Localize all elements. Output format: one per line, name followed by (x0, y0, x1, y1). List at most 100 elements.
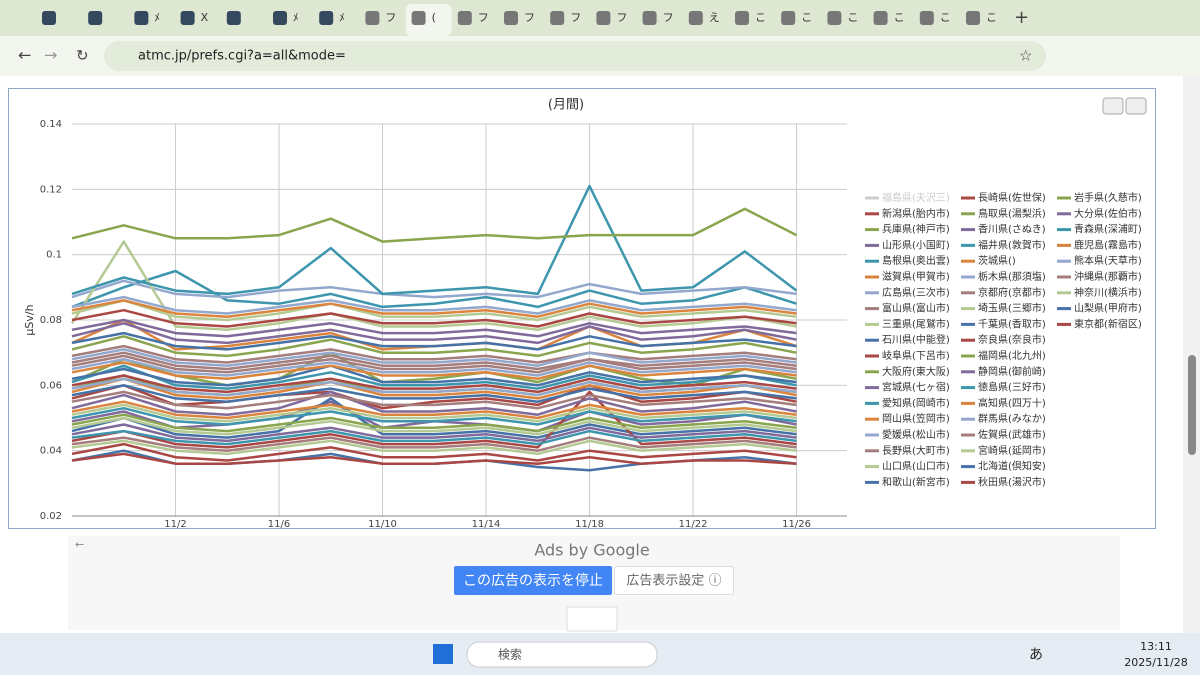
legend-label[interactable]: 鹿児島(霧島市) (1074, 238, 1142, 251)
tab-icon[interactable] (781, 11, 796, 25)
scroll-thumb[interactable] (1188, 355, 1196, 455)
legend-label[interactable]: 滋賀県(甲賀市) (882, 270, 950, 283)
legend-label[interactable]: 東京都(新宿区) (1074, 317, 1142, 330)
legend-label[interactable]: 岐阜県(下呂市) (882, 349, 950, 362)
tab-icon[interactable] (134, 11, 149, 25)
legend-label[interactable]: 富山県(富山市) (882, 302, 950, 315)
new-tab[interactable]: + (1014, 7, 1029, 28)
legend-label[interactable]: 青森県(深浦町) (1074, 223, 1142, 236)
download-button[interactable] (1125, 97, 1147, 115)
legend-label[interactable]: 福島県(夫沢三) (882, 191, 950, 204)
ad-settings-button[interactable] (614, 566, 734, 595)
legend-label[interactable]: 新潟県(胎内市) (882, 207, 950, 220)
legend-label[interactable]: 佐賀県(武雄市) (978, 428, 1046, 441)
search-box[interactable] (466, 641, 658, 668)
legend-label[interactable]: 静岡県(御前崎) (978, 365, 1046, 378)
legend-label[interactable]: 大分県(佐伯市) (1074, 207, 1142, 220)
tab-icon[interactable] (411, 11, 426, 25)
series-line (71, 436, 797, 452)
tab-icon[interactable] (273, 11, 287, 25)
legend-label[interactable]: 山口県(山口市) (882, 460, 950, 473)
legend-label[interactable]: 奈良県(奈良市) (978, 333, 1046, 346)
tab-title: ﾒ (339, 11, 345, 24)
tab-icon[interactable] (827, 11, 842, 25)
forward[interactable]: → (44, 46, 57, 65)
legend-label[interactable]: 沖縄県(那覇市) (1074, 270, 1142, 283)
back[interactable]: ← (18, 46, 31, 65)
tab-icon[interactable] (180, 11, 195, 25)
legend-label[interactable]: 宮城県(七ヶ宿) (882, 381, 950, 394)
legend-label[interactable]: 島根県(奥出雲) (882, 254, 950, 267)
legend-label[interactable]: 神奈川(横浜市) (1074, 286, 1142, 299)
legend-label[interactable]: 山梨県(甲府市) (1074, 302, 1142, 315)
tab-icon[interactable] (504, 11, 518, 25)
start-button[interactable] (433, 644, 453, 664)
stop-ad-button[interactable] (454, 566, 612, 595)
reload[interactable]: ↻ (76, 47, 89, 65)
print-button[interactable] (1102, 97, 1124, 115)
legend-label[interactable]: 栃木県(那須塩) (978, 270, 1046, 283)
legend-label[interactable]: 埼玉県(三郷市) (978, 302, 1046, 315)
legend-label[interactable]: 高知県(四万十) (978, 396, 1046, 409)
tab-icon[interactable] (873, 11, 888, 25)
x-tick-label: 11/10 (368, 519, 397, 530)
tab-icon[interactable] (550, 11, 565, 25)
legend-label[interactable]: 福岡県(北九州) (978, 349, 1046, 362)
tab-icon[interactable] (966, 11, 980, 25)
legend-label[interactable]: 岡山県(笠岡市) (882, 412, 950, 425)
ime[interactable]: あ (1029, 647, 1043, 663)
legend-label[interactable]: 愛媛県(松山市) (882, 428, 950, 441)
tab-icon[interactable] (226, 11, 241, 25)
tab-icon[interactable] (735, 11, 749, 25)
address-bar[interactable] (104, 41, 1046, 71)
legend-label[interactable]: 熊本県(天草市) (1074, 254, 1142, 267)
legend-label[interactable]: 和歌山(新宮市) (882, 475, 950, 488)
legend-label[interactable]: 石川県(中能登) (882, 333, 950, 346)
legend-label[interactable]: 広島県(三次市) (882, 286, 950, 299)
legend-label[interactable]: 千葉県(香取市) (978, 317, 1046, 330)
legend-label[interactable]: 茨城県() (978, 254, 1016, 267)
series-line (71, 390, 797, 410)
tab-title: こ (847, 11, 858, 24)
legend-label[interactable]: 長野県(大町市) (882, 444, 950, 457)
legend-label[interactable]: 三重県(尾鷲市) (882, 317, 950, 330)
tab-icon[interactable] (688, 11, 703, 25)
legend-label[interactable]: 福井県(敦賀市) (978, 238, 1046, 251)
tab-icon[interactable] (457, 11, 472, 25)
legend-label[interactable]: 愛知県(岡崎市) (882, 396, 950, 409)
legend-label[interactable]: 北海道(倶知安) (978, 460, 1046, 473)
series-line (71, 364, 797, 387)
tab-icon[interactable] (642, 11, 657, 25)
series-line (71, 269, 797, 309)
legend-label[interactable]: 大阪府(東大阪) (882, 365, 950, 378)
tab-icon[interactable] (919, 11, 934, 25)
series-line (71, 335, 797, 358)
tab-icon[interactable] (42, 11, 56, 25)
tab-icon[interactable] (319, 11, 334, 25)
legend-label[interactable]: 山形県(小国町) (882, 239, 950, 251)
legend-label[interactable]: 群馬県(みなか) (978, 412, 1046, 425)
tab-icon[interactable] (596, 11, 611, 25)
series-line (71, 377, 797, 397)
legend-label[interactable]: 兵庫県(神戸市) (882, 223, 950, 236)
bookmark[interactable]: ☆ (1019, 47, 1032, 65)
tab-icon[interactable] (88, 11, 103, 25)
legend-label[interactable]: 京都府(京都市) (978, 286, 1046, 299)
legend-label[interactable]: 長崎県(佐世保) (978, 191, 1046, 204)
ad-back[interactable]: ← (75, 538, 84, 551)
y-tick-label: 0.14 (40, 119, 62, 130)
chart-title: (月間) (548, 98, 584, 113)
ad-collapse[interactable] (566, 606, 618, 632)
clock-date: 2025/11/28 (1124, 656, 1187, 669)
legend-label[interactable]: 岩手県(久慈市) (1074, 191, 1142, 204)
tab-title: ﾒ (154, 11, 160, 24)
tab-title: フ (616, 11, 627, 24)
legend-label[interactable]: 香川県(さぬき) (978, 224, 1046, 236)
legend-label[interactable]: 徳島県(三好市) (978, 381, 1046, 394)
tab-icon[interactable] (365, 11, 380, 25)
legend-label[interactable]: 秋田県(湯沢市) (978, 475, 1046, 488)
series-line (71, 348, 797, 367)
legend-label[interactable]: 鳥取県(湯梨浜) (978, 207, 1046, 220)
legend-label[interactable]: 宮崎県(延岡市) (978, 444, 1046, 457)
